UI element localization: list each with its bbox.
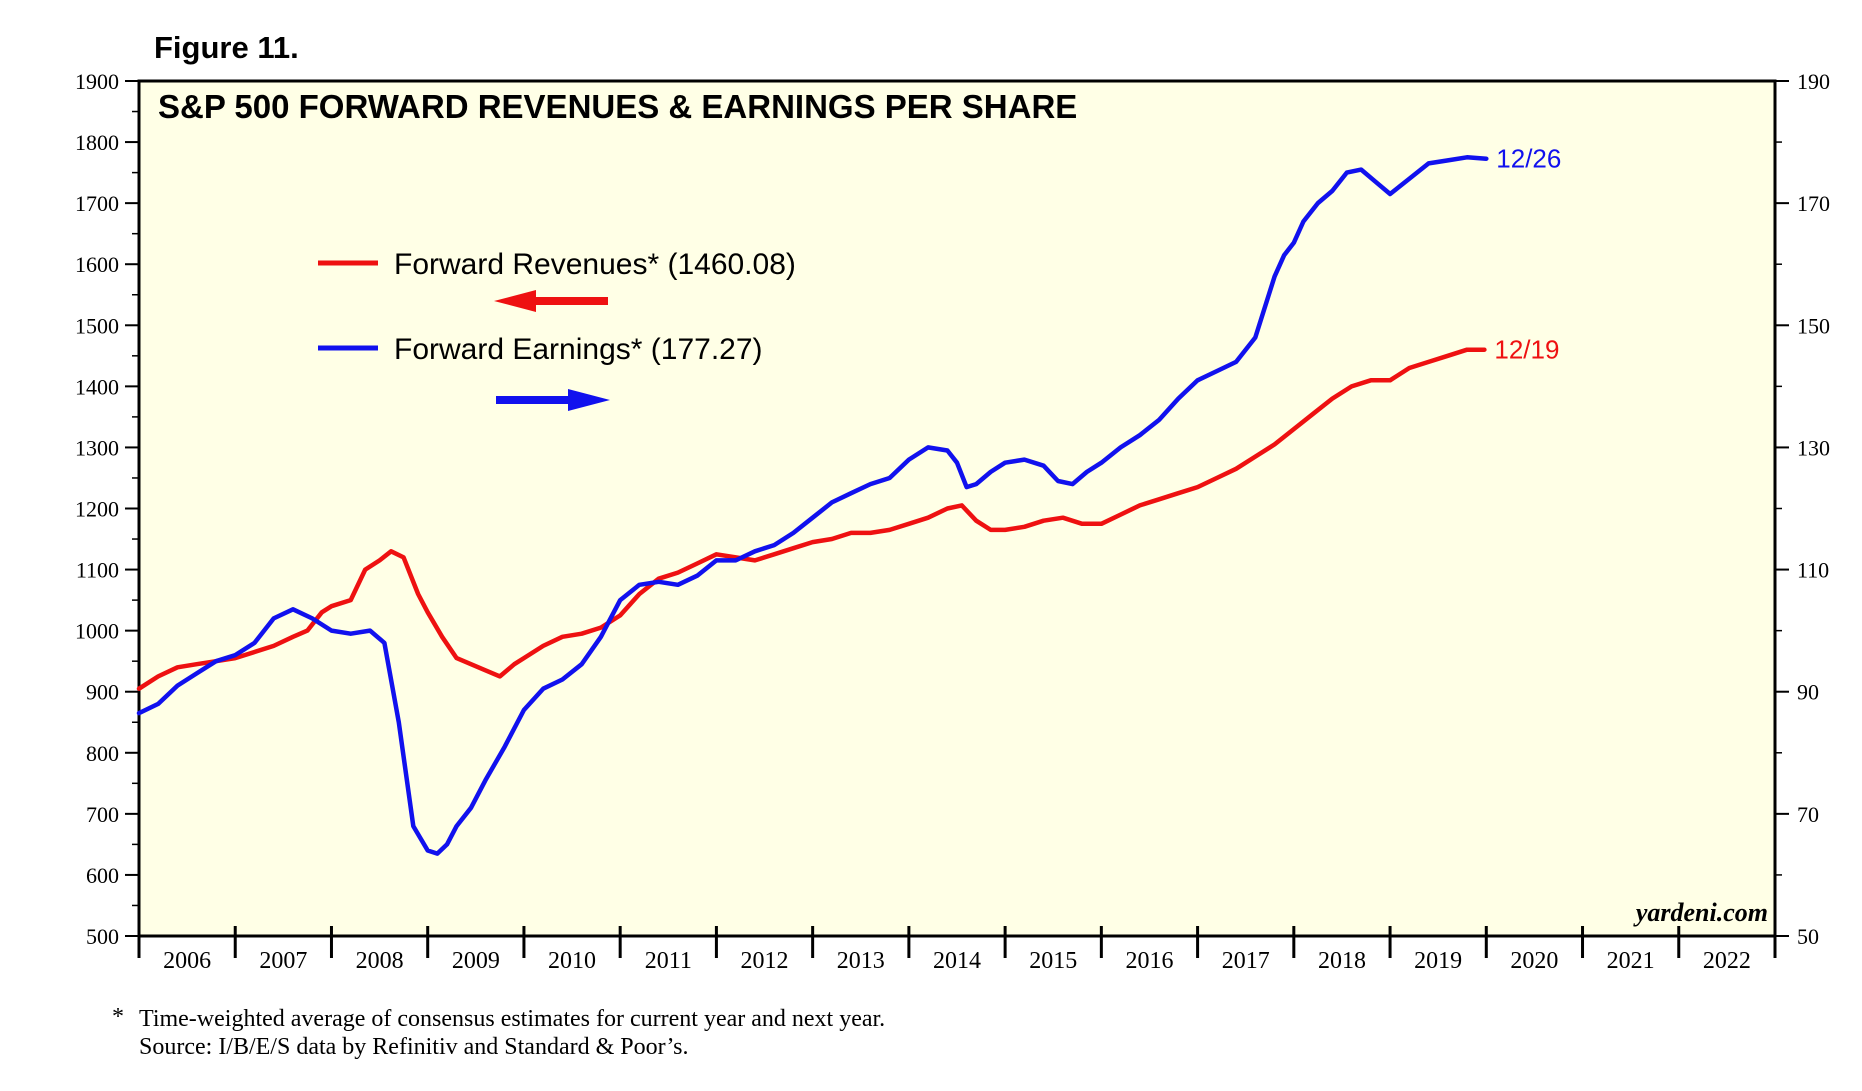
year-label: 2021 [1607,948,1655,974]
right-tick-label: 170 [1797,191,1830,216]
left-axis: 500 600 700 800 900 1000 1100 1200 1300 1400 1500 1… [75,69,139,949]
revenues-left-arrow-icon [494,290,608,312]
year-label: 2007 [259,948,307,974]
year-label: 2017 [1222,948,1270,974]
left-tick-label: 1700 [75,191,119,216]
year-label: 2020 [1510,948,1558,974]
year-label: 2016 [1125,948,1173,974]
right-tick-label: 190 [1797,69,1830,94]
left-tick-label: 1400 [75,374,119,399]
left-tick-label: 1100 [76,558,119,583]
earnings-end-label: 12/26 [1496,144,1561,174]
year-label: 2012 [741,948,789,974]
year-label: 2010 [548,948,596,974]
revenues-line [136,347,1487,691]
legend: Forward Revenues* (1460.08) Forward Earn… [318,248,796,411]
left-tick-label: 700 [86,802,119,827]
year-label: 2006 [163,948,211,974]
right-tick-label: 130 [1797,435,1830,460]
right-tick-label: 150 [1797,313,1830,338]
year-label: 2022 [1703,948,1751,974]
left-tick-label: 600 [86,863,119,888]
left-tick-label: 900 [86,680,119,705]
revenues-end-label: 12/19 [1494,335,1559,365]
year-label: 2014 [933,948,981,974]
chart-title: S&P 500 FORWARD REVENUES & EARNINGS PER … [158,88,1077,125]
year-label: 2009 [452,948,500,974]
figure-label: Figure 11. [154,30,299,65]
footnote-line-1: Time-weighted average of consensus estim… [139,1006,885,1032]
year-label: 2013 [837,948,885,974]
left-tick-label: 500 [86,924,119,949]
right-tick-label: 70 [1797,802,1819,827]
left-tick-label: 1000 [75,619,119,644]
right-tick-label: 90 [1797,680,1819,705]
left-tick-label: 1800 [75,130,119,155]
year-label: 2011 [645,948,692,974]
x-axis: 2006 2007 2008 2009 2010 2011 2012 2013 2014 2015… [137,926,1777,974]
year-label: 2015 [1029,948,1077,974]
series-layer: 12/19 12/26 [136,144,1561,856]
year-label: 2018 [1318,948,1366,974]
left-tick-label: 1200 [75,497,119,522]
footnote-marker: * [112,1004,124,1030]
legend-revenues-label: Forward Revenues* (1460.08) [394,248,796,281]
left-tick-label: 800 [86,741,119,766]
year-label: 2019 [1414,948,1462,974]
right-axis: 50 70 90 110 130 150 170 190 [1775,69,1830,949]
right-tick-label: 110 [1797,558,1829,583]
watermark: yardeni.com [1633,898,1768,927]
year-label: 2008 [356,948,404,974]
earnings-right-arrow-icon [496,389,610,411]
footnote: * Time-weighted average of consensus est… [112,1004,885,1060]
left-tick-label: 1600 [75,252,119,277]
left-tick-label: 1900 [75,69,119,94]
right-tick-label: 50 [1797,924,1819,949]
earnings-line [136,155,1489,856]
footnote-line-2: Source: I/B/E/S data by Refinitiv and St… [139,1034,689,1060]
legend-earnings-label: Forward Earnings* (177.27) [394,333,763,366]
left-tick-label: 1500 [75,313,119,338]
left-tick-label: 1300 [75,435,119,460]
